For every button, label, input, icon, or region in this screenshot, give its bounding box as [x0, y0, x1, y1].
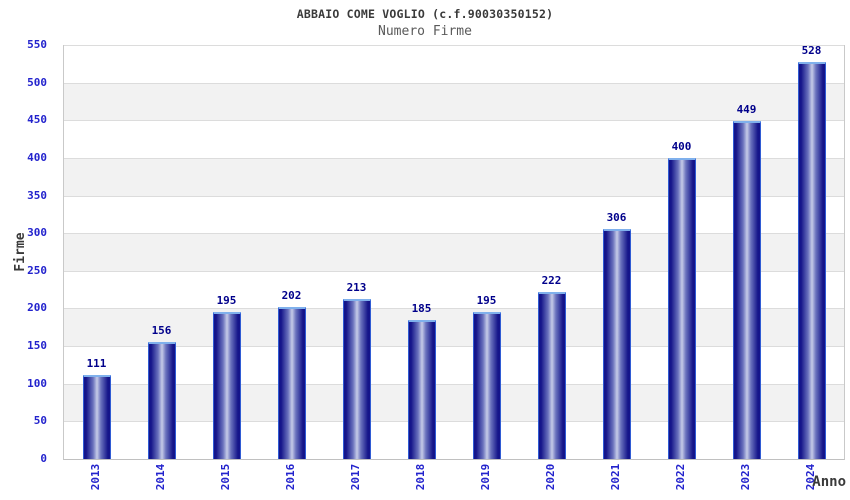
- bar: [277, 306, 306, 459]
- x-tick-label: 2013: [88, 463, 102, 491]
- bar: [472, 312, 501, 459]
- gridline: [64, 157, 844, 159]
- x-tick-label: 2020: [543, 463, 557, 491]
- bar: [147, 341, 176, 459]
- x-tick-label: 2018: [413, 463, 427, 491]
- y-tick-label: 400: [27, 150, 47, 164]
- y-tick-label: 550: [27, 38, 47, 51]
- x-tick-label: 2023: [738, 463, 752, 491]
- grid-band: [64, 82, 844, 121]
- bar-value-label: 202: [281, 288, 302, 302]
- grid-band: [64, 308, 844, 347]
- bar: [667, 157, 696, 459]
- bar: [537, 291, 566, 459]
- bar: [212, 312, 241, 459]
- bar: [602, 228, 631, 459]
- y-tick-label: 500: [27, 75, 47, 89]
- gridline: [64, 45, 844, 46]
- bar-value-label: 111: [86, 357, 107, 371]
- plot-area: 111 156 195 202 213 185 195 222 306 400 449 528: [63, 43, 845, 460]
- grid-band: [64, 233, 844, 271]
- chart-subtitle: Numero Firme: [378, 24, 472, 39]
- x-tick-label: 2021: [608, 463, 622, 491]
- gridline: [64, 120, 844, 122]
- bar-value-label: 213: [346, 280, 367, 294]
- bar-value-label: 222: [541, 273, 562, 287]
- grid-band: [64, 383, 844, 422]
- y-tick-label: 50: [33, 414, 47, 428]
- x-tick-label: 2015: [218, 463, 232, 491]
- y-tick-label: 150: [27, 339, 47, 353]
- grid-band: [64, 157, 844, 196]
- chart-title: ABBAIO COME VOGLIO (c.f.90030350152): [296, 7, 554, 21]
- bar: [407, 319, 436, 459]
- bar: [732, 121, 761, 459]
- bar-value-label: 400: [671, 139, 692, 153]
- gridline: [64, 383, 844, 385]
- bar-value-label: 156: [151, 323, 172, 337]
- y-tick-label: 300: [27, 226, 47, 240]
- bar-value-label: 306: [606, 210, 627, 224]
- bar-value-label: 185: [411, 301, 432, 315]
- bar-value-label: 528: [801, 43, 822, 57]
- bar: [797, 61, 826, 459]
- y-tick-label: 100: [27, 376, 47, 390]
- bar-value-label: 195: [216, 294, 237, 308]
- gridline: [64, 195, 844, 197]
- y-tick-label: 0: [40, 452, 47, 465]
- gridline: [64, 82, 844, 84]
- bar: [82, 375, 111, 459]
- gridline: [64, 270, 844, 272]
- gridline: [64, 421, 844, 423]
- gridline: [64, 308, 844, 310]
- x-tick-label: 2017: [348, 463, 362, 491]
- gridline: [64, 233, 844, 235]
- x-tick-label: 2019: [478, 463, 492, 491]
- x-tick-label: 2014: [153, 463, 167, 491]
- y-tick-label: 350: [27, 188, 47, 202]
- gridline: [64, 346, 844, 348]
- y-axis-tick-labels: 0 50 100 150 200 250 300 350 400 450 500 550: [0, 38, 47, 465]
- x-axis-title: Anno: [812, 474, 846, 490]
- y-tick-label: 450: [27, 113, 47, 127]
- y-tick-label: 250: [27, 263, 47, 277]
- bar-value-label: 449: [736, 103, 757, 117]
- x-tick-label: 2022: [673, 463, 687, 491]
- bar-value-label: 195: [476, 294, 497, 308]
- x-tick-label: 2016: [283, 463, 297, 491]
- bar: [342, 298, 371, 459]
- y-tick-label: 200: [27, 301, 47, 315]
